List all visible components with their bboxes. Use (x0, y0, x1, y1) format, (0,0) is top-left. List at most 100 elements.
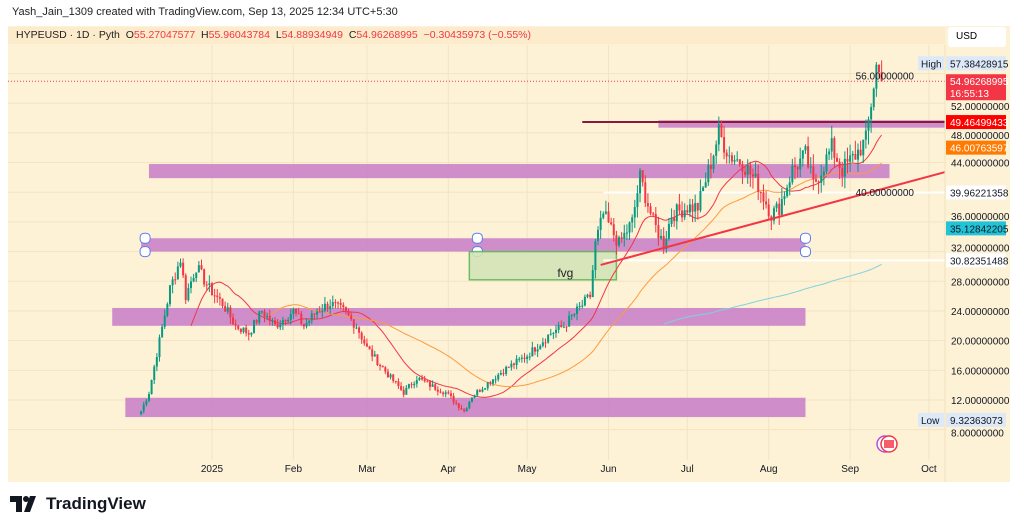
candle-body (536, 349, 539, 352)
candle-body (255, 320, 258, 323)
candle-body (229, 307, 232, 318)
candle-body (597, 229, 600, 242)
price-tick-label: 20.00000000 (951, 337, 1010, 348)
candle-body (670, 217, 673, 224)
candle-body (754, 173, 757, 177)
candle-body (762, 192, 765, 202)
candle-body (392, 374, 395, 381)
tradingview-logo[interactable]: TradingView (10, 494, 146, 514)
close-label: C (348, 29, 357, 41)
candle-body (602, 213, 605, 218)
candle-body (226, 307, 229, 312)
candle-body (712, 155, 715, 169)
candle-body (300, 313, 303, 324)
candle-body (822, 171, 825, 176)
candle-body (365, 343, 368, 347)
tradingview-logo-icon (10, 496, 36, 512)
candle-body (828, 151, 831, 155)
candle-body (260, 311, 263, 313)
candle-body (449, 393, 452, 397)
price-label-badge (946, 185, 1006, 200)
price-tick-label: 16.00000000 (951, 366, 1010, 377)
time-tick-label: Sep (841, 464, 859, 475)
chart-credit: Yash_Jain_1309 created with TradingView.… (12, 6, 398, 18)
candle-body (699, 191, 702, 211)
price-label-value: 57.38428915 (950, 59, 1009, 70)
fvg-label: fvg (557, 266, 573, 280)
candle-body (628, 222, 631, 233)
support-resistance-zone (141, 238, 806, 252)
candle-body (386, 371, 389, 378)
candle-body (405, 387, 408, 395)
candle-body (683, 210, 686, 218)
candle-body (316, 311, 319, 315)
time-tick-label: Apr (441, 464, 457, 475)
drawing-handle (139, 246, 151, 258)
candle-body (444, 392, 447, 395)
support-resistance-zone (658, 120, 945, 128)
price-label-value: 9.32363073 (950, 416, 1003, 427)
price-tick-label: 8.00000000 (951, 429, 1004, 440)
candle-body (155, 357, 158, 367)
candle-body (415, 380, 418, 384)
candle-body (376, 354, 379, 366)
currency-button[interactable]: USD (948, 27, 1006, 47)
support-resistance-zone (112, 307, 806, 326)
candle-body (814, 179, 817, 182)
price-label-value: 30.82351488 (950, 256, 1009, 267)
candle-body (468, 401, 471, 409)
candle-body (426, 381, 429, 383)
candle-body (168, 285, 171, 305)
candle-body (759, 192, 762, 194)
candle-body (812, 166, 815, 180)
candle-body (470, 397, 473, 402)
candle-body (783, 196, 786, 200)
candle-body (221, 298, 224, 306)
candle-body (166, 304, 169, 316)
close-value: 54.96268995 (356, 29, 418, 41)
candle-body (549, 333, 552, 335)
candle-body (140, 411, 143, 415)
candle-body (413, 383, 416, 386)
us-flag-icon-fill (884, 440, 894, 448)
candle-body (339, 302, 342, 305)
price-tag-badge (918, 56, 944, 71)
candle-body (505, 366, 508, 374)
candle-body (295, 309, 298, 314)
candle-body (725, 152, 728, 157)
candle-body (649, 206, 652, 214)
candle-body (484, 388, 487, 390)
candle-body (239, 328, 242, 333)
candle-body (457, 403, 460, 409)
candle-body (849, 155, 852, 162)
candle-body (305, 322, 308, 327)
price-label-badge (946, 74, 1006, 101)
candle-body (276, 324, 279, 328)
candle-body (620, 237, 623, 239)
candle-body (644, 182, 647, 204)
candle-body (344, 307, 347, 312)
candle-body (591, 270, 594, 298)
candle-body (463, 409, 466, 412)
candle-body (302, 323, 305, 327)
candle-body (730, 155, 733, 162)
candle-body (158, 337, 161, 358)
moving-average-line (269, 162, 882, 388)
candle-body (793, 165, 796, 168)
candle-body (578, 306, 581, 308)
candle-body (544, 342, 547, 344)
drawing-handle (799, 246, 811, 258)
candle-body (297, 313, 300, 315)
candle-body (528, 356, 531, 358)
candle-body (499, 373, 502, 375)
candle-body (171, 279, 174, 286)
price-tag-label: High (921, 59, 942, 70)
candle-body (878, 64, 881, 72)
candle-body (182, 262, 185, 276)
candle-body (360, 332, 363, 340)
drawing-handle (471, 232, 483, 244)
candle-body (242, 327, 245, 333)
candle-body (817, 181, 820, 183)
candle-body (744, 171, 747, 175)
